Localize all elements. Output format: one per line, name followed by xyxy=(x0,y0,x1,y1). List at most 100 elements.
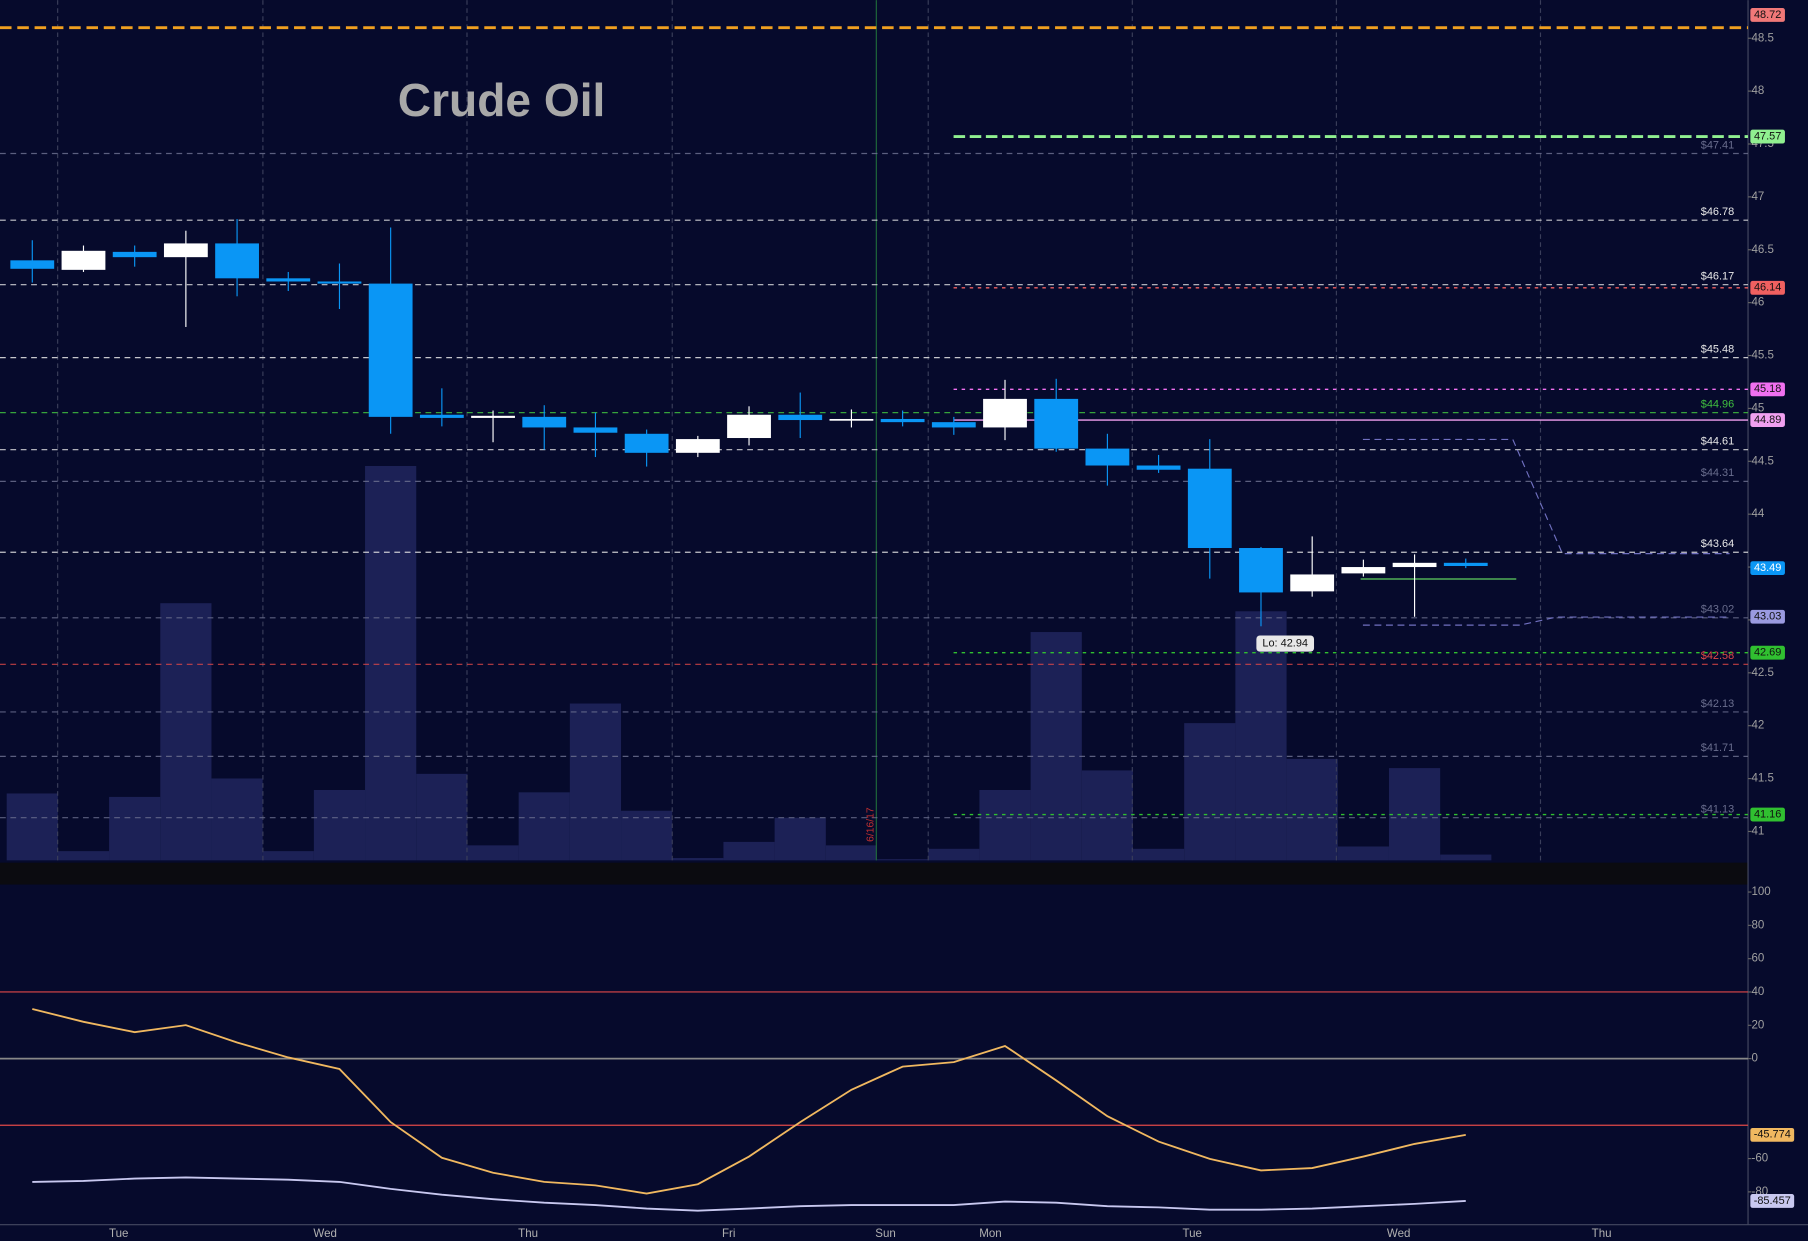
x-tick-label: Fri xyxy=(722,1228,735,1240)
y-tick-label: 44 xyxy=(1752,508,1765,520)
level-label: $43.02 xyxy=(1701,604,1734,616)
y-tick-label: 42.5 xyxy=(1752,667,1774,679)
level-label: $44.31 xyxy=(1701,467,1734,479)
y-tick-label: 41.5 xyxy=(1752,773,1774,785)
volume-bar xyxy=(672,858,724,861)
osc-line xyxy=(32,1176,1466,1212)
volume-bar xyxy=(1286,758,1338,861)
candle-body xyxy=(419,414,464,418)
y-tick-label: 45 xyxy=(1752,402,1765,414)
chart-title: Crude Oil xyxy=(398,74,606,126)
date-marker: 6/16/17 xyxy=(865,807,876,842)
volume-bar xyxy=(877,859,929,861)
volume-bar xyxy=(211,778,263,861)
level-label: $44.96 xyxy=(1701,398,1734,410)
osc-tag-label: -85.457 xyxy=(1754,1195,1791,1207)
volume-bar xyxy=(160,603,212,861)
x-tick-label: Thu xyxy=(1592,1228,1612,1240)
price-tag xyxy=(1750,129,1785,144)
grid-layer xyxy=(57,0,1542,861)
price-tag xyxy=(1750,413,1785,427)
volume-bar xyxy=(825,845,878,861)
volume-bar xyxy=(928,848,980,861)
volume-bar xyxy=(1440,854,1492,861)
forecast-line xyxy=(1362,438,1730,555)
price-tag-label: 45.18 xyxy=(1754,383,1781,395)
candle-body xyxy=(368,283,413,417)
volume-bar xyxy=(774,817,826,861)
y-tick-label: 41 xyxy=(1752,826,1765,838)
volume-bar xyxy=(467,845,519,861)
volume-bar xyxy=(1132,848,1185,861)
candle-body xyxy=(1136,465,1181,470)
y-tick-label: 80 xyxy=(1752,919,1765,931)
y-tick-label: 46.5 xyxy=(1752,244,1774,256)
osc-tag-label: -45.774 xyxy=(1754,1129,1791,1141)
candle-body xyxy=(317,281,362,284)
volume-bar xyxy=(57,851,110,861)
price-tag-label: 43.03 xyxy=(1754,611,1781,623)
volume-bar xyxy=(621,810,673,861)
level-label: $43.64 xyxy=(1701,538,1734,550)
price-tag-label: 48.72 xyxy=(1754,9,1781,21)
y-tick-label: 42 xyxy=(1752,720,1765,732)
volume-bar xyxy=(313,790,366,861)
level-label: $47.41 xyxy=(1701,139,1734,151)
x-tick-label: Tue xyxy=(1183,1228,1202,1240)
y-tick-label: 44.5 xyxy=(1752,455,1774,467)
panel-separator xyxy=(0,862,1749,885)
level-label: $42.13 xyxy=(1701,698,1734,710)
price-tag xyxy=(1750,382,1785,397)
volume-bar xyxy=(109,796,161,861)
level-label: $41.13 xyxy=(1701,804,1734,816)
x-tick-label: Wed xyxy=(313,1228,336,1240)
volume-bar xyxy=(518,792,570,861)
x-tick-label: Thu xyxy=(518,1228,538,1240)
candle-body xyxy=(931,422,976,428)
y-tick-label: 100 xyxy=(1752,886,1771,898)
level-label: $44.61 xyxy=(1701,435,1734,447)
osc-tag xyxy=(1750,1194,1795,1208)
level-label: $46.17 xyxy=(1701,270,1734,282)
price-tag-label: 41.16 xyxy=(1754,808,1781,820)
annotation: Lo: 42.94 xyxy=(1262,637,1308,649)
price-tag xyxy=(1750,561,1785,576)
levels-layer: $47.41 $46.78 $46.17 $45.48 $44.96 $44.61 $44.… xyxy=(0,26,1749,819)
price-tag-label: 47.57 xyxy=(1754,130,1781,142)
y-tick-label: 46 xyxy=(1752,297,1765,309)
price-tag xyxy=(1750,609,1785,624)
price-tag-label: 43.49 xyxy=(1754,562,1781,574)
candle-body xyxy=(112,251,157,258)
y-tick-label: 40 xyxy=(1752,986,1765,998)
candle-body xyxy=(163,243,208,258)
candle-body xyxy=(983,398,1027,428)
volume-bar xyxy=(1337,846,1389,861)
candle-body xyxy=(1085,448,1130,466)
y-tick-label: 0 xyxy=(1752,1053,1758,1065)
x-tick-label: Tue xyxy=(109,1228,128,1240)
candle-body xyxy=(573,427,618,433)
level-label: $41.71 xyxy=(1701,742,1734,754)
volume-bar xyxy=(979,790,1031,861)
y-tick-label: 20 xyxy=(1752,1019,1765,1031)
candle-body xyxy=(880,418,925,423)
level-label: $46.78 xyxy=(1701,206,1734,218)
candle-body xyxy=(1443,562,1488,566)
x-tick-label: Mon xyxy=(979,1228,1001,1240)
candle-body xyxy=(522,416,567,428)
candle-body xyxy=(1239,548,1283,593)
volume-bar xyxy=(416,773,468,861)
candle-body xyxy=(1034,398,1079,449)
candle-body xyxy=(829,418,874,421)
y-tick-label: 47 xyxy=(1752,191,1765,203)
volume-bar xyxy=(1184,723,1236,861)
y-tick-label: 47.5 xyxy=(1752,138,1774,150)
level-label: $42.58 xyxy=(1701,650,1734,662)
y-tick-label: 60 xyxy=(1752,953,1765,965)
price-tag-label: 42.69 xyxy=(1754,647,1781,659)
price-tag-label: 46.14 xyxy=(1754,282,1781,294)
axis-layer: Tue Wed Thu Fri Sun Mon Tue Wed Thu 41 41.5 42 42.5 4… xyxy=(109,8,1795,1240)
candle-body xyxy=(1392,562,1437,568)
candle-body xyxy=(266,278,311,282)
price-tag xyxy=(1750,8,1785,22)
